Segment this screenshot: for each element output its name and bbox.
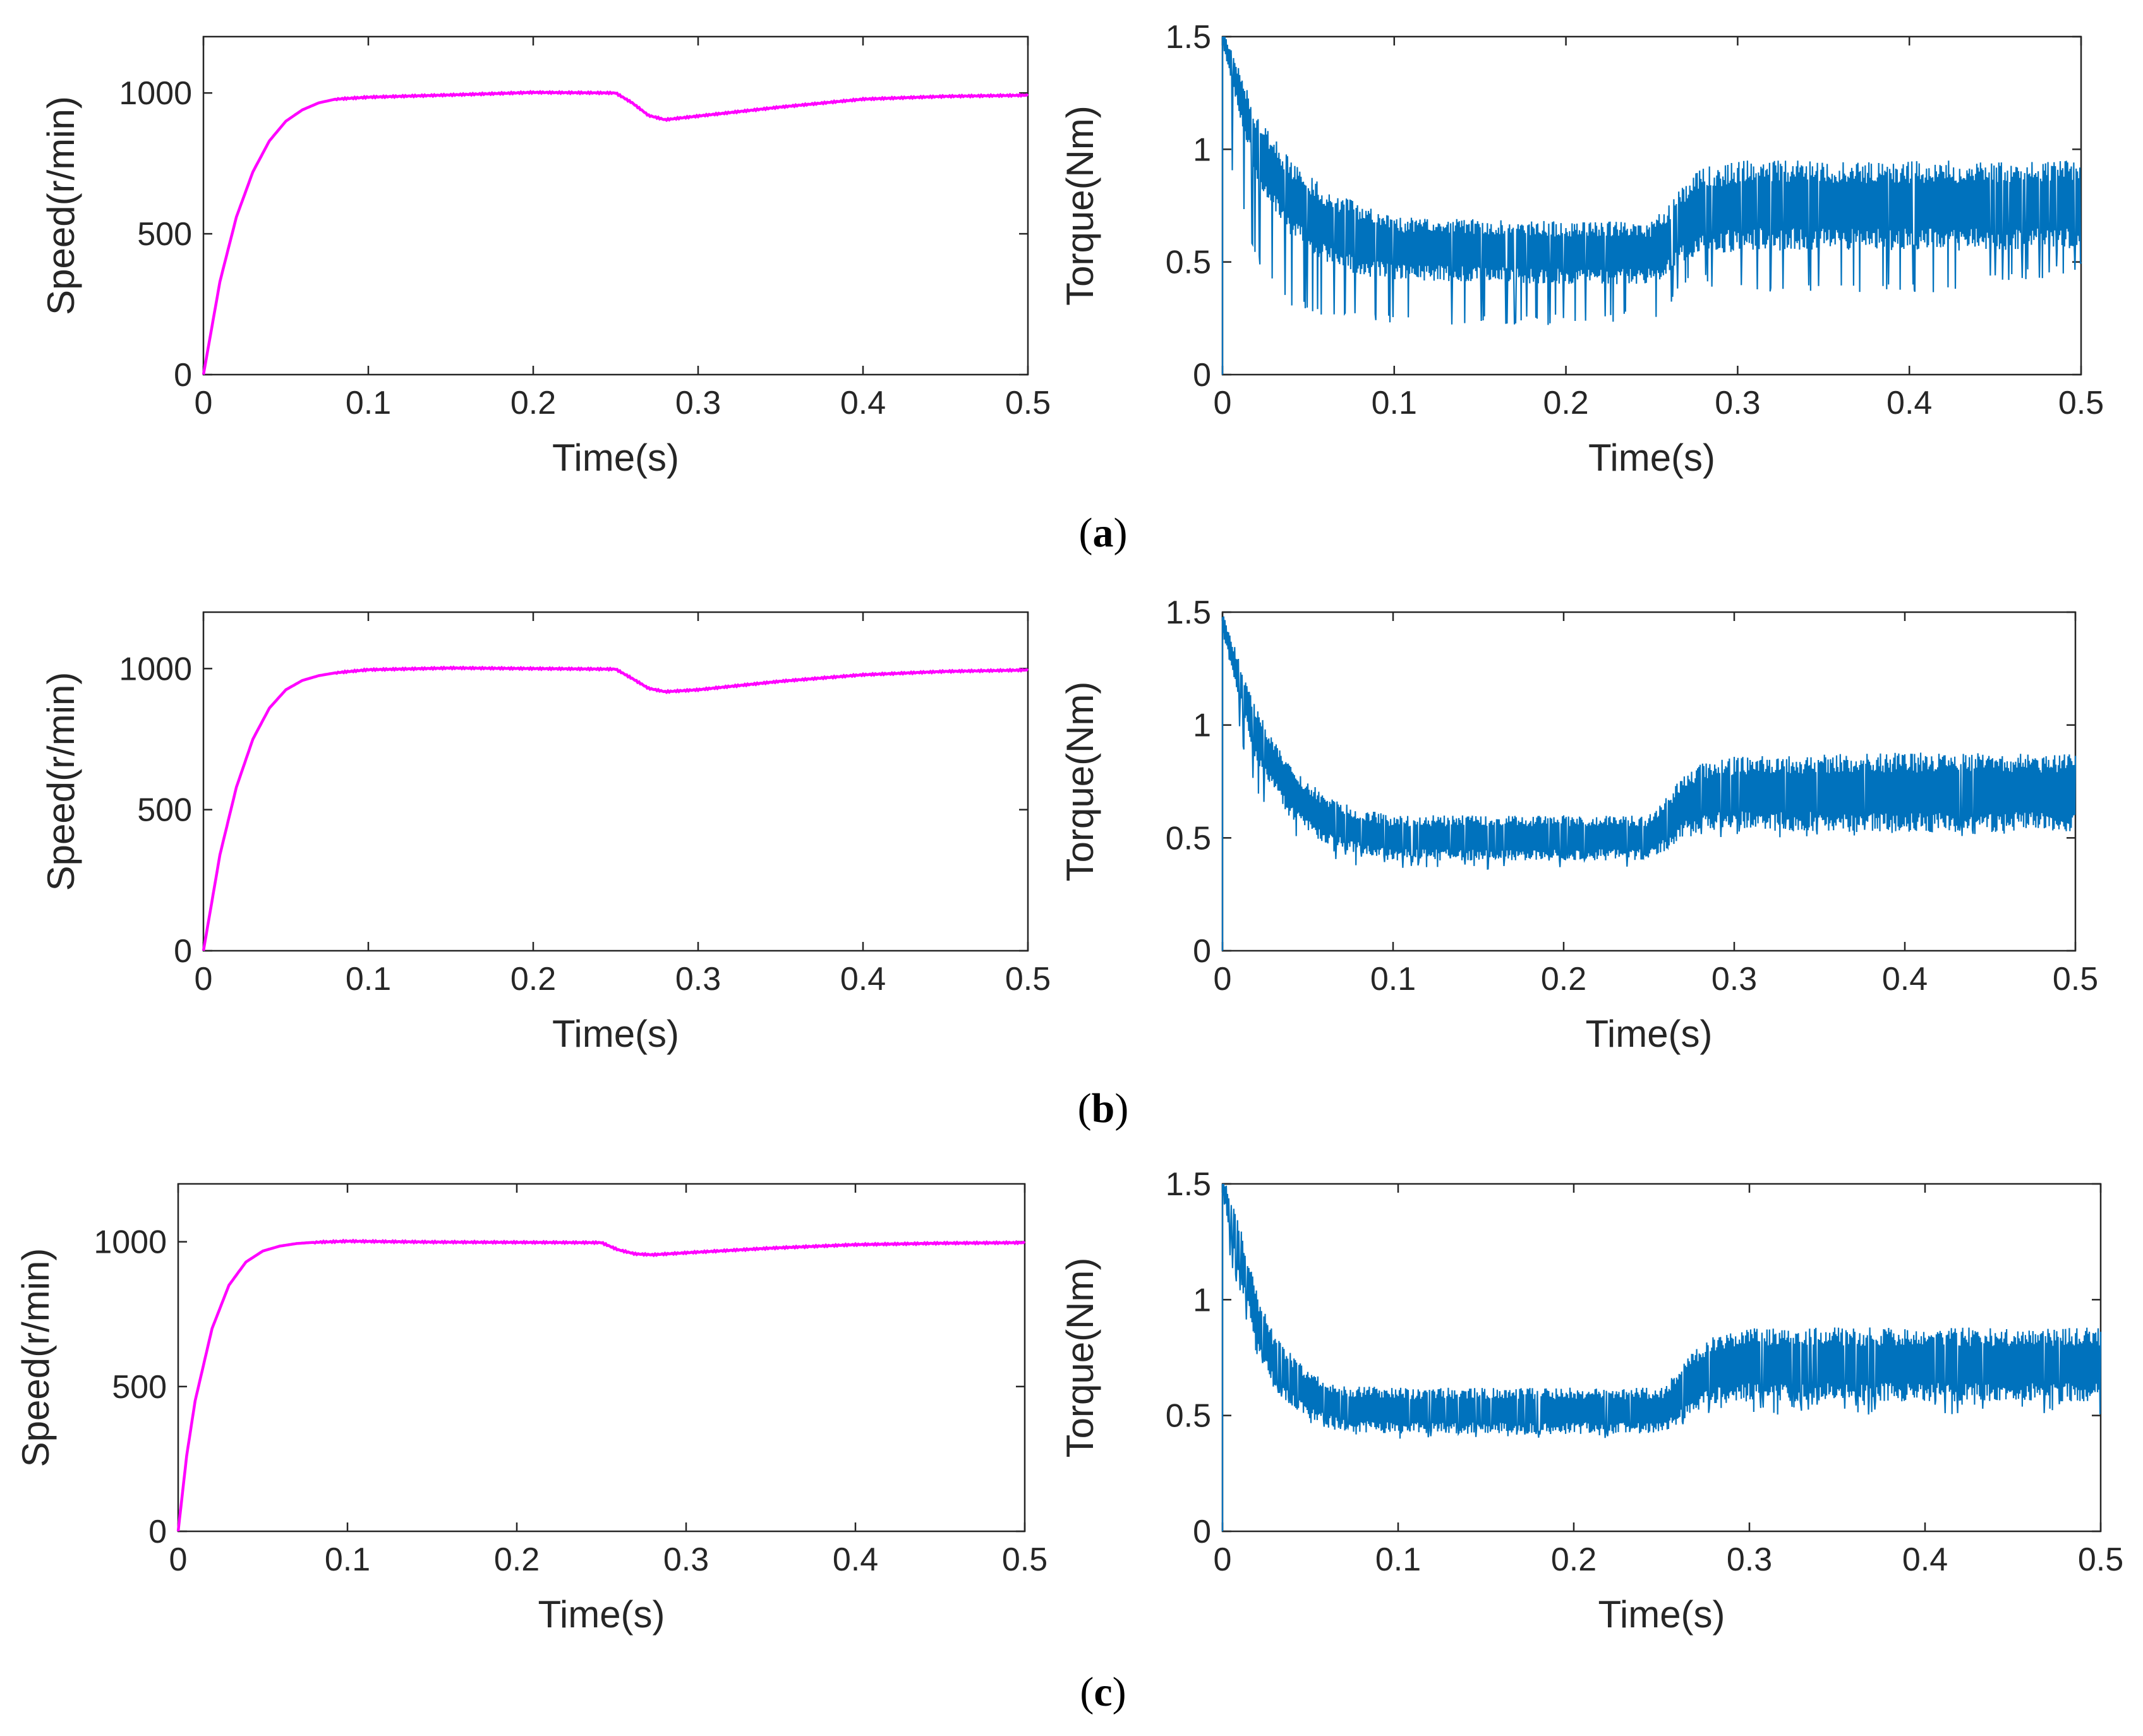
panel-a-speed-axes-box [202, 35, 1029, 376]
panel-c-torque-x-tick-label: 0.4 [1902, 1541, 1948, 1578]
panel-c-speed-x-tick-label: 0 [169, 1541, 188, 1578]
panel-c-torque-x-tick-label: 0.1 [1375, 1541, 1421, 1578]
panel-label-b: (b) [1078, 1085, 1129, 1131]
panel-a-torque-y-axis-label: Torque(Nm) [1059, 105, 1101, 306]
panel-c-speed-axes-box [177, 1183, 1026, 1533]
panel-c-speed-speed-line [176, 1238, 1026, 1532]
panel-a-speed-y-tick-label: 500 [137, 216, 192, 253]
panel-a-speed-x-tick-label: 0.2 [510, 385, 556, 421]
panel-a-speed-x-axis-label: Time(s) [552, 437, 679, 479]
panel-a-speed-x-tick-label: 0.5 [1005, 385, 1051, 421]
panel-c-speed-x-tick-label: 0.3 [663, 1541, 709, 1578]
panel-c-speed-y-axis-label: Speed(r/min) [15, 1248, 57, 1468]
panel-c-torque-x-tick-label: 0.5 [2078, 1541, 2123, 1578]
panel-a-speed-x-tick-label: 0.1 [346, 385, 391, 421]
panel-b-speed-x-axis-label: Time(s) [552, 1013, 679, 1055]
panel-c-torque-x-tick-label: 0 [1214, 1541, 1232, 1578]
panel-b-speed-y-tick-label: 0 [174, 933, 192, 970]
panel-c-torque-y-tick-label: 1 [1193, 1282, 1211, 1318]
panel-b: 0 0.1 0.2 0.3 0.4 0.5 0 500 1000 Time(s) Speed(r/m… [40, 594, 2098, 1055]
panel-c: 0 0.1 0.2 0.3 0.4 0.5 0 500 1000 Time(s) Speed(r/m… [15, 1166, 2123, 1636]
panel-a-torque-x-tick-label: 0.3 [1715, 385, 1760, 421]
panel-label-b-letter: b [1092, 1085, 1115, 1131]
panel-b-speed-chart: 0 0.1 0.2 0.3 0.4 0.5 0 500 1000 Time(s) Speed(r/m… [40, 611, 1051, 1055]
panel-label-a: (a) [1079, 510, 1128, 556]
panel-b-torque-chart: 0 0.1 0.2 0.3 0.4 0.5 0 0.5 1 1.5 Time(s) Torque(Nm… [1059, 594, 2098, 1055]
panel-b-torque-x-tick-label: 0.4 [1882, 961, 1928, 998]
panel-b-torque-y-tick-label: 0.5 [1166, 820, 1211, 857]
panel-b-torque-torque-line [1221, 616, 2077, 951]
panel-c-torque-y-tick-label: 1.5 [1166, 1166, 1211, 1203]
panel-a-speed-x-tick-label: 0 [195, 385, 213, 421]
panel-c-speed-y-tick-label: 1000 [94, 1224, 167, 1261]
panel-b-speed-x-tick-label: 0.5 [1005, 961, 1051, 998]
panel-a-speed-y-axis-label: Speed(r/min) [40, 96, 82, 315]
panel-a-speed-x-tick-label: 0.4 [840, 385, 886, 421]
panel-b-torque-x-tick-label: 0.3 [1711, 961, 1757, 998]
panel-c-torque-x-tick-label: 0.2 [1551, 1541, 1597, 1578]
panel-c-torque-y-tick-label: 0 [1193, 1514, 1211, 1550]
panel-c-speed-x-tick-label: 0.1 [325, 1541, 370, 1578]
panel-a-torque-x-axis-label: Time(s) [1588, 437, 1715, 479]
panel-c-speed-x-tick-label: 0.2 [494, 1541, 540, 1578]
panel-b-torque-y-axis-label: Torque(Nm) [1059, 682, 1101, 882]
panel-a-speed-speed-line [202, 90, 1029, 375]
panel-b-torque-x-tick-label: 0.2 [1541, 961, 1586, 998]
panel-label-c: (c) [1080, 1669, 1126, 1715]
panel-b-torque-y-tick-label: 0 [1193, 933, 1211, 970]
panel-b-torque-x-tick-label: 0.5 [2053, 961, 2098, 998]
panel-c-speed-x-tick-label: 0.5 [1002, 1541, 1047, 1578]
panel-a-speed-chart: 0 0.1 0.2 0.3 0.4 0.5 0 500 1000 Time(s) Speed(r/m… [40, 35, 1051, 479]
panel-c-torque-y-axis-label: Torque(Nm) [1059, 1258, 1101, 1458]
panel-a-speed-x-tick-label: 0.3 [675, 385, 721, 421]
panel-c-torque-x-tick-label: 0.3 [1727, 1541, 1772, 1578]
panel-a-torque-x-tick-label: 0.1 [1372, 385, 1417, 421]
panel-b-torque-y-tick-label: 1 [1193, 708, 1211, 744]
panel-c-speed-y-tick-label: 500 [112, 1369, 167, 1406]
panel-c-torque-torque-line [1221, 1183, 2102, 1531]
panel-b-speed-x-tick-label: 0.4 [840, 961, 886, 998]
panel-a-speed-y-tick-label: 1000 [119, 75, 192, 112]
panel-b-speed-axes-box [202, 611, 1029, 952]
panel-a-torque-x-tick-label: 0 [1214, 385, 1232, 421]
panel-c-speed-y-tick-label: 0 [148, 1514, 167, 1550]
panel-a-torque-y-tick-label: 0.5 [1166, 244, 1211, 281]
panel-b-speed-x-tick-label: 0.1 [346, 961, 391, 998]
panel-a-torque-torque-line [1221, 36, 2082, 375]
panel-a-torque-x-tick-label: 0.4 [1886, 385, 1932, 421]
panel-label-a-letter: a [1093, 510, 1114, 556]
panel-b-torque-x-tick-label: 0.1 [1370, 961, 1416, 998]
panel-b-speed-speed-line [202, 665, 1029, 951]
panel-b-speed-x-tick-label: 0.3 [675, 961, 721, 998]
panel-a-torque-y-tick-label: 1 [1193, 131, 1211, 168]
panel-b-speed-x-tick-label: 0.2 [510, 961, 556, 998]
panel-a-speed-y-tick-label: 0 [174, 357, 192, 394]
panel-b-torque-x-axis-label: Time(s) [1585, 1013, 1712, 1055]
panel-b-speed-y-tick-label: 1000 [119, 651, 192, 687]
panel-a-torque-x-tick-label: 0.2 [1543, 385, 1588, 421]
panel-c-speed-chart: 0 0.1 0.2 0.3 0.4 0.5 0 500 1000 Time(s) Speed(r/m… [15, 1183, 1047, 1636]
panel-a: 0 0.1 0.2 0.3 0.4 0.5 0 500 1000 Time(s) Speed(r/m… [40, 19, 2104, 479]
panel-b-speed-x-tick-label: 0 [195, 961, 213, 998]
panel-c-torque-y-tick-label: 0.5 [1166, 1398, 1211, 1435]
panel-label-c-letter: c [1094, 1669, 1112, 1715]
panel-b-torque-y-tick-label: 1.5 [1166, 594, 1211, 631]
panel-c-torque-chart: 0 0.1 0.2 0.3 0.4 0.5 0 0.5 1 1.5 Time(s) Torque(Nm… [1059, 1166, 2123, 1636]
panel-a-torque-chart: 0 0.1 0.2 0.3 0.4 0.5 0 0.5 1 1.5 Time(s) Torque(Nm… [1059, 19, 2104, 479]
panel-b-speed-y-axis-label: Speed(r/min) [40, 672, 82, 891]
panel-a-torque-y-tick-label: 0 [1193, 357, 1211, 394]
panel-b-torque-x-tick-label: 0 [1214, 961, 1232, 998]
panel-c-speed-x-tick-label: 0.4 [833, 1541, 878, 1578]
panel-a-torque-x-tick-label: 0.5 [2058, 385, 2104, 421]
panel-c-speed-x-axis-label: Time(s) [538, 1593, 665, 1636]
panel-a-torque-y-tick-label: 1.5 [1166, 19, 1211, 56]
panel-c-torque-x-axis-label: Time(s) [1598, 1593, 1725, 1636]
charts-layer: 0 0.1 0.2 0.3 0.4 0.505001000Time(s)Speed(r/m… [15, 19, 2123, 1636]
panel-b-speed-y-tick-label: 500 [137, 792, 192, 829]
